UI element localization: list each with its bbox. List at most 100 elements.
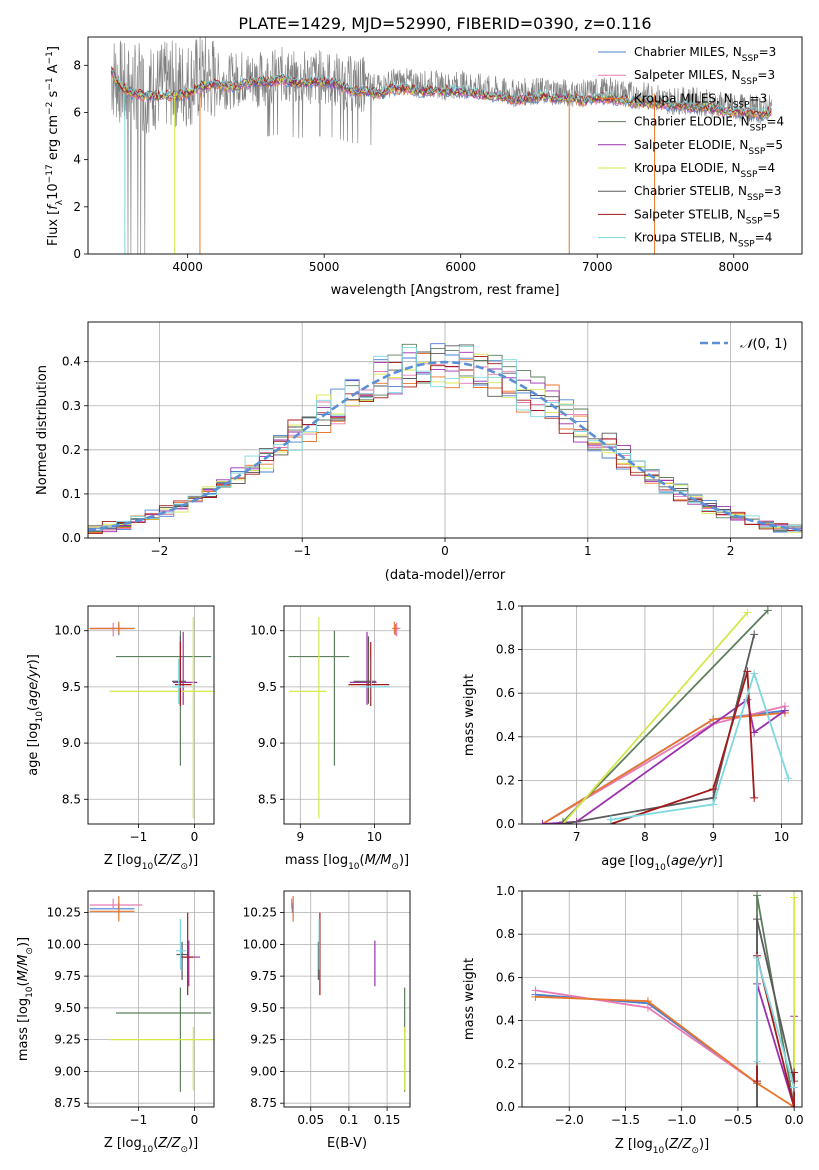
axes-age_vs_mass: 9 10 8.5 9.0 9.5 10.0 xyxy=(250,606,410,844)
tick-label-y: 0.2 xyxy=(496,773,515,787)
xlabel-mass_vs_ebv: E(B-V) xyxy=(327,1136,367,1151)
tick-label-y: 10.25 xyxy=(47,906,81,920)
axes-spectrum: 4000 5000 6000 7000 8000 0 2 4 6 8 xyxy=(73,58,749,274)
ylabel-age_vs_Z: age [log10(age/yr)] xyxy=(26,654,45,776)
axes-mass_vs_Z: −1 0 8.75 9.00 9.25 9.50 9.75 10.00 10.25 xyxy=(47,891,214,1127)
tick-label-y: 0.2 xyxy=(62,443,81,457)
frame-residual_hist xyxy=(87,321,803,539)
ylabel-mass_vs_Z: mass [log10(M/M⊙)] xyxy=(16,937,35,1061)
weight-marker-kroupa_miles xyxy=(709,715,718,724)
histogram-salpeter_miles xyxy=(88,363,802,531)
tick-label-y: 0 xyxy=(73,247,81,261)
tick-label-y: 2 xyxy=(73,200,81,214)
tick-label-y: 8.5 xyxy=(258,792,277,806)
tick-label-x: −1.5 xyxy=(611,1113,640,1127)
plot-area-residual_hist xyxy=(88,343,802,535)
tick-label-y: 8 xyxy=(73,58,81,72)
tick-label-x: 5000 xyxy=(309,260,340,274)
weight-marker-kroupa_stelib xyxy=(784,774,793,783)
weight-marker-chabrier_stelib xyxy=(558,820,567,824)
histogram-chabrier_stelib xyxy=(88,344,802,531)
tick-label-y: 9.00 xyxy=(250,1064,277,1078)
axes-residual_hist: −2 −1 0 1 2 0.0 0.1 0.2 0.3 0.4 xyxy=(62,322,802,558)
tick-label-y: 0.4 xyxy=(496,730,515,744)
weight-marker-salpeter_elodie xyxy=(538,820,547,824)
xlabel-weight_vs_age: age [log10(age/yr)] xyxy=(601,854,723,873)
plot-area-spectrum xyxy=(110,37,773,254)
weight-marker-kroupa_elodie xyxy=(790,893,799,902)
frame-age_vs_mass xyxy=(283,605,411,825)
tick-label-x: 7000 xyxy=(582,260,613,274)
plot-area-mass_vs_ebv xyxy=(291,896,406,1092)
tick-label-x: 0 xyxy=(191,1113,199,1127)
plot-area-weight_vs_age xyxy=(538,606,793,824)
legend-label-salpeter_stelib: Salpeter STELIB, NSSP=5 xyxy=(634,207,780,226)
axes-age_vs_Z: −1 0 8.5 9.0 9.5 10.0 xyxy=(54,606,214,844)
weight-line-kroupa_miles xyxy=(535,995,795,1107)
legend-label-kroupa_stelib: Kroupa STELIB, NSSP=4 xyxy=(634,231,772,250)
tick-label-y: 0.4 xyxy=(62,355,81,369)
tick-label-y: 9.25 xyxy=(250,1033,277,1047)
plot-area-mass_vs_Z xyxy=(89,896,213,1092)
frame-spectrum xyxy=(87,36,803,255)
weight-marker-salpeter_stelib xyxy=(709,785,718,794)
tick-label-y: 0.2 xyxy=(496,1057,515,1071)
tick-label-x: 10 xyxy=(367,830,382,844)
weight-marker-kroupa_stelib xyxy=(750,669,759,678)
xlabel-age_vs_mass: mass [log10(M/M⊙)] xyxy=(285,853,409,872)
tick-label-x: 0.1 xyxy=(339,1113,358,1127)
frame-mass_vs_ebv xyxy=(283,890,411,1108)
tick-label-x: 9 xyxy=(296,830,304,844)
tick-label-x: 1 xyxy=(584,544,592,558)
ylabel-weight_vs_Z: mass weight xyxy=(462,958,477,1040)
tick-label-y: 9.50 xyxy=(54,1001,81,1015)
figure-title: PLATE=1429, MJD=52990, FIBERID=0390, z=0… xyxy=(238,14,651,33)
weight-marker-chabrier_elodie xyxy=(753,891,762,900)
legend-label-salpeter_miles: Salpeter MILES, NSSP=3 xyxy=(634,68,775,87)
weight-line-salpeter_miles xyxy=(535,989,758,1084)
tick-label-y: 0.0 xyxy=(62,531,81,545)
tick-label-x: 2 xyxy=(727,544,735,558)
ylabel-weight_vs_age: mass weight xyxy=(462,674,477,756)
xlabel-mass_vs_Z: Z [log10(Z/Z⊙)] xyxy=(104,1136,198,1155)
weight-marker-kroupa_stelib xyxy=(753,1057,762,1066)
frame-mass_vs_Z xyxy=(87,890,215,1108)
tick-label-y: 8.5 xyxy=(62,792,81,806)
tick-label-x: 0.0 xyxy=(785,1113,804,1127)
weight-marker-kroupa_stelib xyxy=(606,815,615,824)
legend-label-salpeter_elodie: Salpeter ELODIE, NSSP=5 xyxy=(634,138,783,157)
tick-label-x: 4000 xyxy=(172,260,203,274)
tick-label-x: 8 xyxy=(641,830,649,844)
weight-line-salpeter_stelib xyxy=(610,671,756,824)
tick-label-x: −0.5 xyxy=(723,1113,752,1127)
legend-label-chabrier_stelib: Chabrier STELIB, NSSP=3 xyxy=(634,184,782,203)
tick-label-x: 6000 xyxy=(445,260,476,274)
plot-area-weight_vs_Z xyxy=(531,891,799,1107)
tick-label-x: −2.0 xyxy=(555,1113,584,1127)
tick-label-x: −1 xyxy=(130,1113,148,1127)
frame-age_vs_Z xyxy=(87,605,215,825)
tick-label-x: 7 xyxy=(573,830,581,844)
model-spectrum-kroupa_stelib xyxy=(111,69,772,116)
tick-label-y: 9.50 xyxy=(250,1001,277,1015)
legend-label-chabrier_elodie: Chabrier ELODIE, NSSP=4 xyxy=(634,115,784,134)
plot-area-age_vs_mass xyxy=(288,617,401,819)
xlabel-hist: (data-model)/error xyxy=(385,568,506,583)
weight-marker-kroupa_miles xyxy=(531,992,540,1001)
legend-hist: 𝒩(0, 1) xyxy=(700,337,787,352)
tick-label-y: 9.75 xyxy=(54,969,81,983)
weight-marker-salpeter_stelib xyxy=(743,667,752,676)
tick-label-y: 0.8 xyxy=(496,643,515,657)
tick-label-x: 9 xyxy=(709,830,717,844)
tick-label-x: 0.15 xyxy=(374,1113,401,1127)
tick-label-y: 0.6 xyxy=(496,686,515,700)
tick-label-y: 0.8 xyxy=(496,927,515,941)
tick-label-y: 9.25 xyxy=(54,1033,81,1047)
tick-label-y: 0.3 xyxy=(62,399,81,413)
tick-label-y: 10.25 xyxy=(243,906,277,920)
tick-label-x: −1 xyxy=(293,544,311,558)
tick-label-y: 9.00 xyxy=(54,1064,81,1078)
weight-marker-kroupa_stelib xyxy=(709,800,718,809)
xlabel-age_vs_Z: Z [log10(Z/Z⊙)] xyxy=(104,853,198,872)
